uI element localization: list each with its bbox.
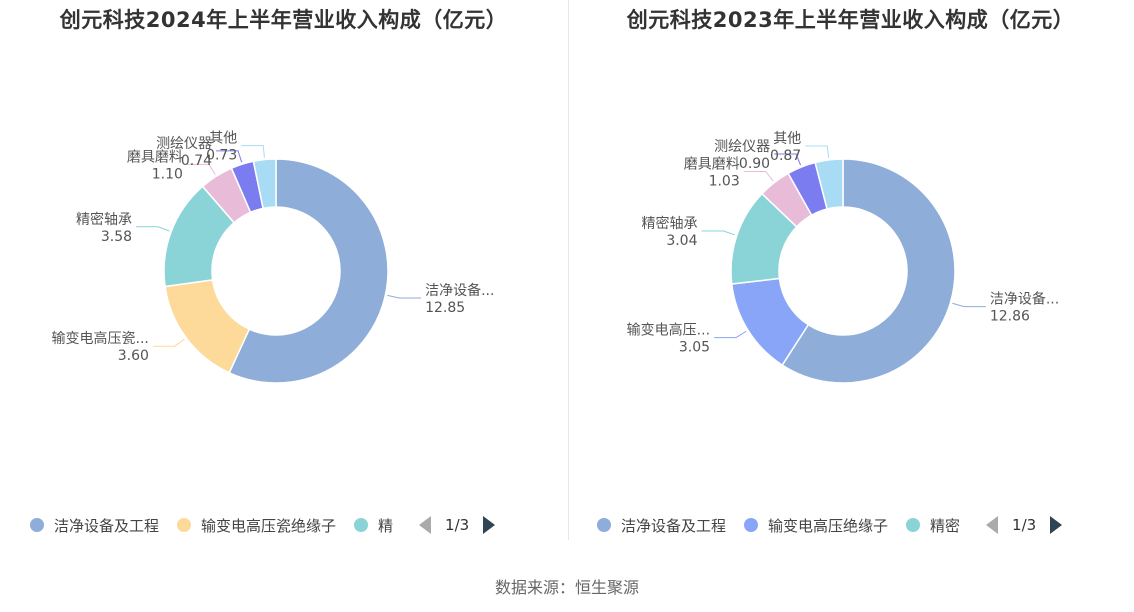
legend-item[interactable]: 精 <box>354 515 393 536</box>
slice-value-label: 0.74 <box>181 153 212 169</box>
chart-panel-2023: 创元科技2023年上半年营业收入构成（亿元） 洁净设备... 12.86 输变电高压… <box>567 0 1134 560</box>
legend-label: 精密 <box>930 516 961 535</box>
legend-pager: 1/3 <box>419 516 496 534</box>
slice-label: 洁净设备... <box>425 282 494 299</box>
legend-dot <box>906 518 921 532</box>
leader-line <box>952 302 986 308</box>
legend-item[interactable]: 输变电高压绝缘子 <box>744 515 888 536</box>
slice-value-label: 3.05 <box>679 340 710 356</box>
slice-label: 精密轴承 <box>642 215 698 232</box>
slice-value-label: 1.10 <box>152 166 183 182</box>
legend-item[interactable]: 输变电高压瓷绝缘子 <box>177 515 336 536</box>
pie-slice[interactable] <box>252 158 277 210</box>
legend-pager: 1/3 <box>986 516 1063 534</box>
slice-label: 其他 <box>773 131 801 147</box>
legend-dot <box>177 518 192 532</box>
legend-label: 洁净设备及工程 <box>621 516 727 535</box>
chart-panel-2024: 创元科技2024年上半年营业收入构成（亿元） 洁净设备... 12.85 输变电高压… <box>0 0 567 560</box>
slice-label: 精密轴承 <box>76 211 132 228</box>
slice-value-label: 0.87 <box>770 148 801 164</box>
slice-value-label: 3.58 <box>101 229 132 245</box>
slice-value-label: 0.90 <box>739 156 770 172</box>
slice-label: 测绘仪器 <box>156 136 212 152</box>
chart-title: 创元科技2023年上半年营业收入构成（亿元） <box>626 8 1075 32</box>
leader-line <box>805 145 830 158</box>
next-page-icon[interactable] <box>483 516 496 534</box>
legend-page-number: 1/3 <box>445 516 470 534</box>
pie-slice[interactable] <box>228 158 389 384</box>
legend-dot <box>354 518 369 532</box>
leader-line <box>774 153 802 166</box>
slice-label: 输变电高压... <box>627 322 710 339</box>
slice-value-label: 12.85 <box>425 300 465 316</box>
leader-line <box>714 330 747 339</box>
legend-dot <box>597 518 611 532</box>
pie-slice[interactable] <box>781 158 956 384</box>
legend: 洁净设备及工程 输变电高压绝缘子 精密 1/3 <box>597 512 1063 538</box>
slice-label: 输变电高压瓷... <box>52 330 149 347</box>
leader-line <box>387 294 422 299</box>
pie-slice[interactable] <box>814 158 844 210</box>
legend-item[interactable]: 精密 <box>906 515 960 536</box>
leader-line <box>743 170 774 182</box>
slice-value-label: 1.03 <box>709 173 740 189</box>
legend-dot <box>30 518 44 532</box>
prev-page-icon[interactable] <box>419 516 432 534</box>
chart-title: 创元科技2024年上半年营业收入构成（亿元） <box>59 8 508 32</box>
slice-label: 磨具磨料 <box>127 149 183 165</box>
slice-label: 其他 <box>209 131 237 147</box>
leader-line <box>186 163 216 175</box>
legend-dot <box>744 518 759 532</box>
data-source: 数据来源：恒生聚源 <box>494 578 639 597</box>
prev-page-icon[interactable] <box>986 516 999 534</box>
leader-line <box>216 150 243 163</box>
slice-value-label: 3.60 <box>118 348 149 364</box>
slice-value-label: 3.04 <box>666 233 697 249</box>
slice-label: 磨具磨料 <box>684 156 740 172</box>
legend-page-number: 1/3 <box>1012 516 1037 534</box>
leader-line <box>136 226 170 232</box>
slice-label: 测绘仪器 <box>714 139 770 155</box>
leader-line <box>701 230 736 236</box>
legend-item[interactable]: 洁净设备及工程 <box>597 515 726 536</box>
leader-line <box>152 338 185 347</box>
legend-item[interactable]: 洁净设备及工程 <box>30 515 159 536</box>
leader-line <box>241 145 265 158</box>
legend-label: 精 <box>378 516 394 535</box>
divider <box>568 0 569 540</box>
legend-label: 输变电高压瓷绝缘子 <box>201 516 337 535</box>
slice-value-label: 12.86 <box>990 309 1030 325</box>
slice-value-label: 0.73 <box>206 148 237 164</box>
legend-label: 输变电高压绝缘子 <box>768 516 889 535</box>
next-page-icon[interactable] <box>1050 516 1063 534</box>
legend: 洁净设备及工程 输变电高压瓷绝缘子 精 1/3 <box>30 512 496 538</box>
slice-label: 洁净设备... <box>990 291 1059 308</box>
legend-label: 洁净设备及工程 <box>54 516 160 535</box>
